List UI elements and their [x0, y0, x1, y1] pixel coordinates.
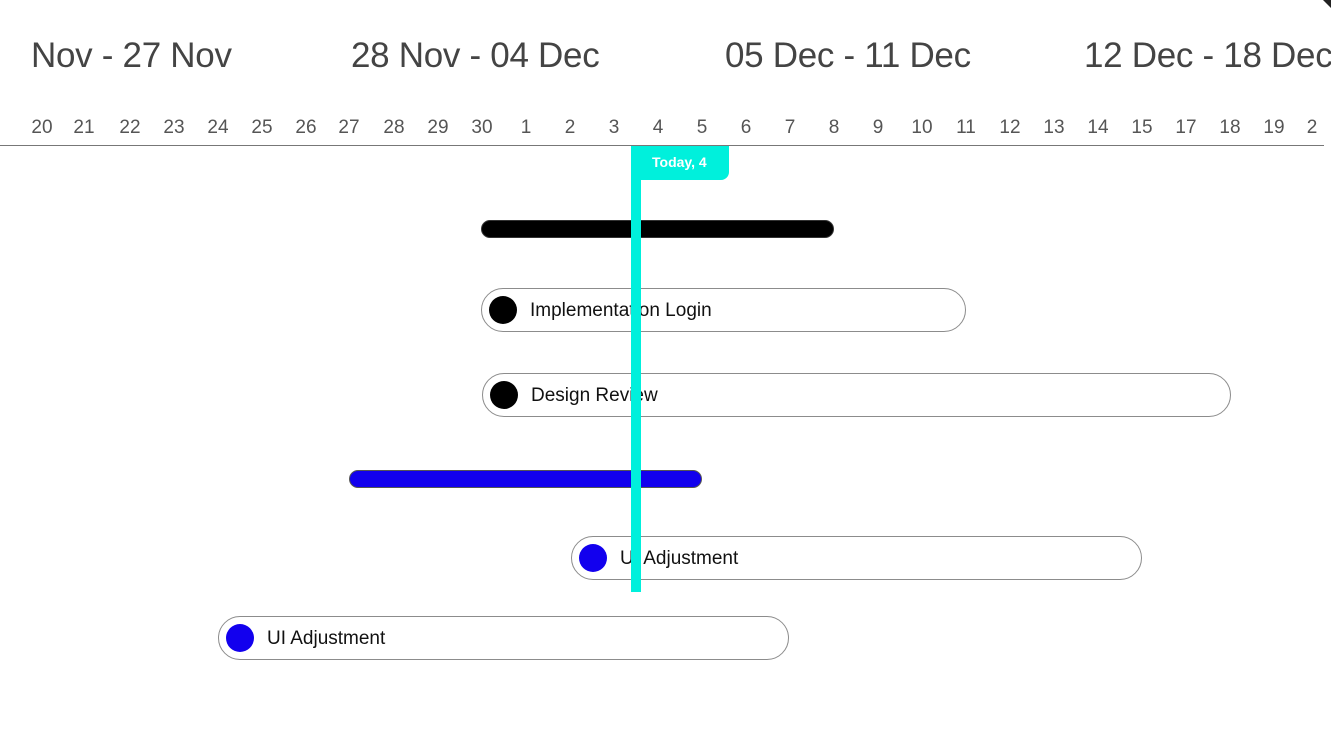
- day-label: 15: [1131, 117, 1153, 138]
- corner-mark: [1323, 0, 1331, 8]
- day-label: 2: [1306, 117, 1318, 138]
- task-status-dot: [489, 296, 517, 324]
- today-label: Today, 4: [652, 154, 707, 170]
- task-label: UI Adjustment: [267, 628, 386, 649]
- day-label: 30: [471, 117, 493, 138]
- task-label: Design Review: [531, 385, 658, 406]
- day-label: 29: [427, 117, 449, 138]
- day-label: 6: [740, 117, 752, 138]
- week-header-1: Nov - 27 Nov: [31, 36, 232, 75]
- day-label: 24: [207, 117, 229, 138]
- header-divider: [0, 145, 1324, 146]
- day-label: 20: [31, 117, 53, 138]
- task-status-dot: [490, 381, 518, 409]
- day-label: 8: [828, 117, 840, 138]
- day-label: 4: [652, 117, 664, 138]
- day-label: 21: [73, 117, 95, 138]
- week-header-4: 12 Dec - 18 Dec: [1084, 36, 1331, 75]
- day-label: 22: [119, 117, 141, 138]
- summary-bar-black[interactable]: [481, 220, 834, 238]
- day-label: 11: [956, 117, 976, 138]
- today-line: [631, 146, 641, 592]
- task-ui-adjustment-1[interactable]: UI Adjustment: [571, 536, 1142, 580]
- task-status-dot: [579, 544, 607, 572]
- task-design-review[interactable]: Design Review: [482, 373, 1231, 417]
- day-label: 9: [872, 117, 884, 138]
- today-flag: Today, 4: [631, 146, 729, 180]
- day-label: 7: [784, 117, 796, 138]
- task-implementation-login[interactable]: Implementation Login: [481, 288, 966, 332]
- day-label: 27: [338, 117, 360, 138]
- day-label: 28: [383, 117, 405, 138]
- summary-bar-blue[interactable]: [349, 470, 702, 488]
- day-label: 2: [564, 117, 576, 138]
- day-label: 3: [608, 117, 620, 138]
- day-label: 17: [1175, 117, 1197, 138]
- day-label: 18: [1219, 117, 1241, 138]
- day-label: 25: [251, 117, 273, 138]
- day-label: 1: [520, 117, 532, 138]
- task-label: Implementation Login: [530, 300, 712, 321]
- week-header-2: 28 Nov - 04 Dec: [351, 36, 600, 75]
- day-label: 12: [999, 117, 1021, 138]
- day-label: 5: [696, 117, 708, 138]
- day-label: 13: [1043, 117, 1065, 138]
- day-label: 10: [911, 117, 933, 138]
- day-label: 14: [1087, 117, 1109, 138]
- day-label: 23: [163, 117, 185, 138]
- day-label: 26: [295, 117, 317, 138]
- week-header-3: 05 Dec - 11 Dec: [725, 36, 971, 75]
- task-status-dot: [226, 624, 254, 652]
- day-label: 19: [1263, 117, 1285, 138]
- task-label: UI Adjustment: [620, 548, 739, 569]
- task-ui-adjustment-2[interactable]: UI Adjustment: [218, 616, 789, 660]
